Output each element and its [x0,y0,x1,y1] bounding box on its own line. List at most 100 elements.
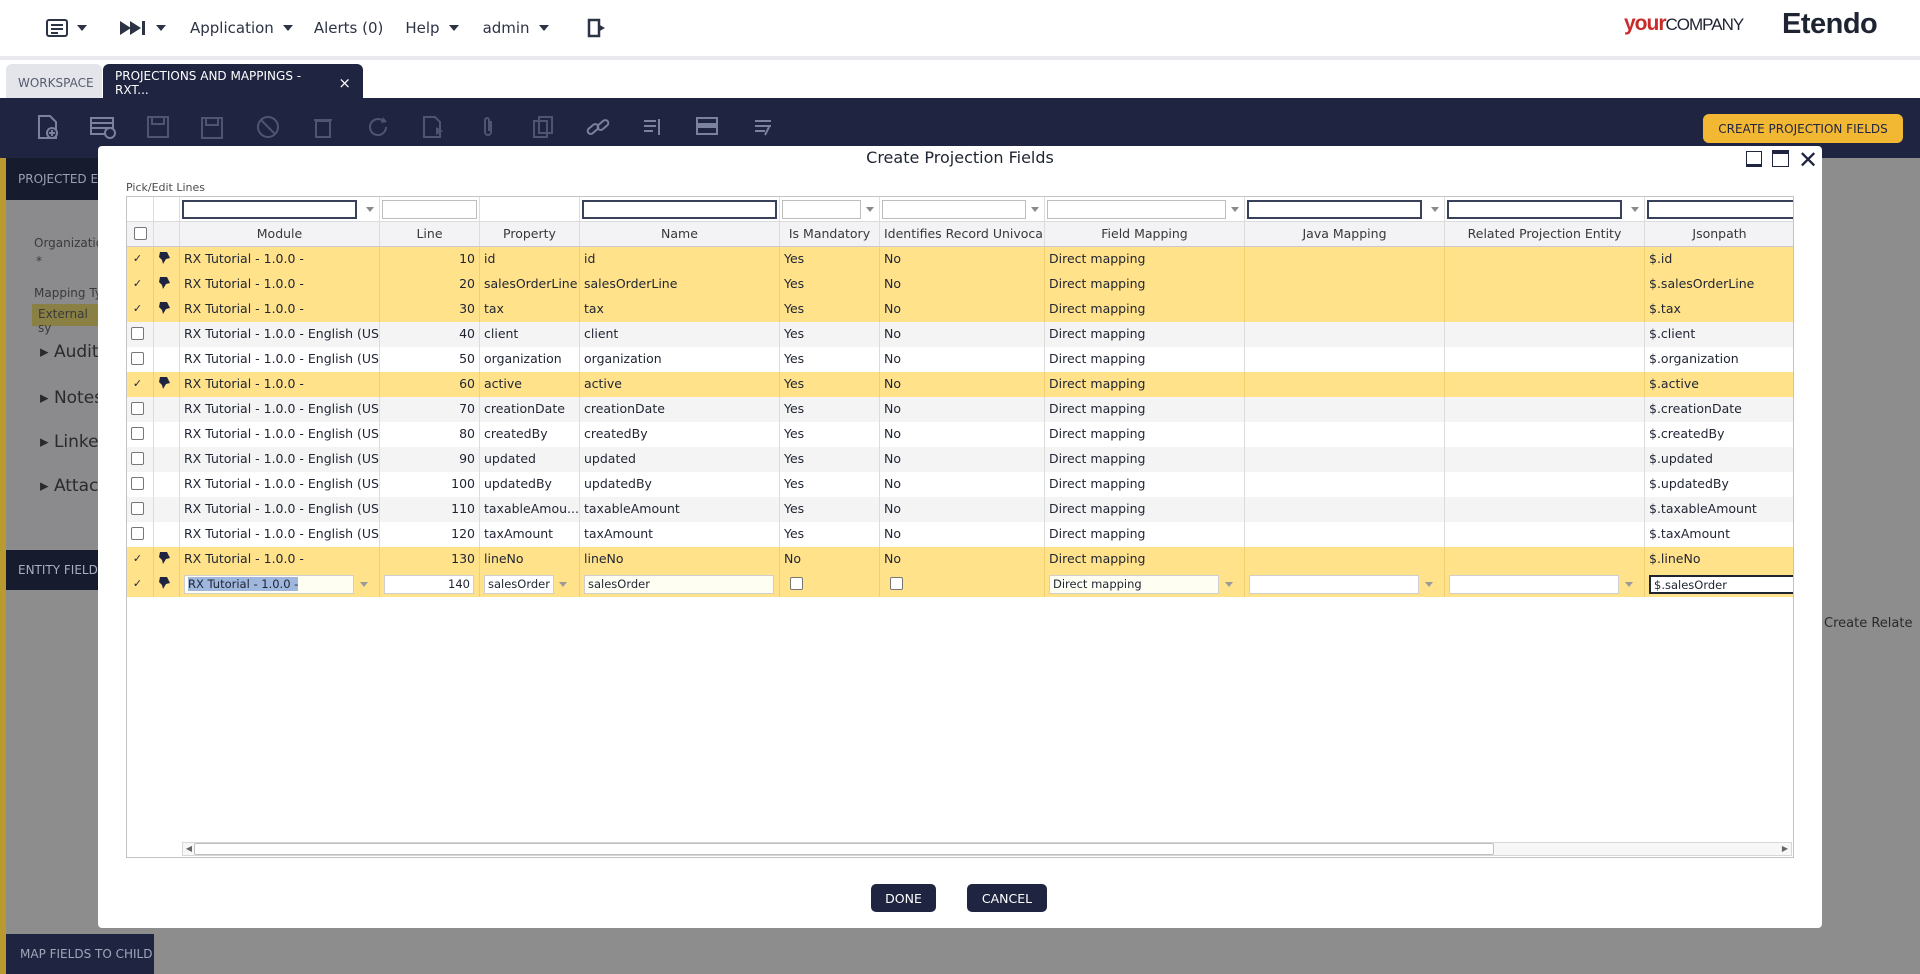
edit-java-mapping-combo[interactable] [1249,575,1419,594]
property-filter[interactable] [480,197,580,222]
table-row[interactable]: RX Tutorial - 1.0.0 - English (US... 120 t… [127,522,1793,547]
module-filter[interactable] [180,197,380,222]
edit-module-combo[interactable]: RX Tutorial - 1.0.0 - [184,575,354,594]
table-row[interactable]: ✓ RX Tutorial - 1.0.0 -30 tax tax Yes No Direc… [127,297,1793,322]
tab-projections-and-mappings[interactable]: PROJECTIONS AND MAPPINGS - RXT... × [103,64,363,102]
is-mandatory-filter[interactable] [780,197,880,222]
tab-workspace[interactable]: WORKSPACE [6,64,102,102]
row-checkbox[interactable] [127,472,154,497]
row-checkbox[interactable]: ✓ [127,547,154,572]
table-row[interactable]: ✓ RX Tutorial - 1.0.0 -130 lineNo lineNo No N… [127,547,1793,572]
horizontal-scrollbar[interactable]: ◀ ▶ [182,842,1792,856]
copy-record-icon[interactable] [528,112,558,142]
close-tab-icon[interactable]: × [338,74,351,92]
new-row-icon[interactable] [88,112,118,142]
attachment-icon[interactable] [473,112,503,142]
pin-icon [159,552,170,564]
undo-icon[interactable] [253,112,283,142]
scroll-right-icon[interactable]: ▶ [1781,844,1789,853]
new-document-icon[interactable] [33,112,63,142]
identifies-record-cell: No [880,497,1045,522]
line-filter[interactable] [380,197,480,222]
audit-trail-icon[interactable] [638,112,668,142]
table-row[interactable]: RX Tutorial - 1.0.0 - English (US... 50 or… [127,347,1793,372]
refresh-icon[interactable] [363,112,393,142]
column-header-identifies-record[interactable]: Identifies Record Univocally [880,222,1045,247]
row-pin [154,522,180,547]
table-row[interactable]: ✓ RX Tutorial - 1.0.0 -10 id id Yes No Direct … [127,247,1793,272]
row-checkbox[interactable] [127,447,154,472]
process-icon[interactable] [748,112,778,142]
logout-button[interactable] [587,18,607,38]
quick-launch-button[interactable] [119,19,166,37]
table-row[interactable]: ✓ RX Tutorial - 1.0.0 -20 salesOrderLine sa… [127,272,1793,297]
column-header-related-projection-entity[interactable]: Related Projection Entity [1445,222,1645,247]
row-checkbox[interactable]: ✓ [127,247,154,272]
row-checkbox[interactable] [127,322,154,347]
link-icon[interactable] [583,112,613,142]
table-row[interactable]: RX Tutorial - 1.0.0 - English (US... 40 cl… [127,322,1793,347]
row-checkbox[interactable]: ✓ [127,297,154,322]
identifies-record-checkbox[interactable] [890,577,903,590]
delete-icon[interactable] [308,112,338,142]
is-mandatory-checkbox[interactable] [790,577,803,590]
workspace-menu-button[interactable] [46,19,87,37]
row-checkbox[interactable] [127,497,154,522]
row-checkbox[interactable]: ✓ [127,572,154,597]
name-filter[interactable] [580,197,780,222]
edit-jsonpath-input[interactable]: $.salesOrder [1649,575,1793,594]
export-icon[interactable] [418,112,448,142]
done-button[interactable]: DONE [871,884,936,912]
table-row[interactable]: RX Tutorial - 1.0.0 - English (US... 110 t… [127,497,1793,522]
grid-view-icon[interactable] [693,112,723,142]
maximize-icon[interactable] [1772,150,1789,167]
save-icon[interactable] [143,112,173,142]
java-mapping-cell [1245,422,1445,447]
field-mapping-cell: Direct mapping [1045,347,1245,372]
column-header-module[interactable]: Module [180,222,380,247]
identifies-record-filter[interactable] [880,197,1045,222]
table-row[interactable]: RX Tutorial - 1.0.0 - English (US... 80 cr… [127,422,1793,447]
edit-field-mapping-combo[interactable]: Direct mapping [1049,575,1219,594]
table-row[interactable]: RX Tutorial - 1.0.0 - English (US... 70 cr… [127,397,1793,422]
alerts-link[interactable]: Alerts (0) [314,19,384,37]
row-pin [154,247,180,272]
help-menu[interactable]: Help [405,19,459,37]
row-checkbox[interactable] [127,347,154,372]
cancel-button[interactable]: CANCEL [967,884,1047,912]
select-all-checkbox[interactable] [127,222,154,247]
user-menu[interactable]: admin [483,19,549,37]
table-row[interactable]: RX Tutorial - 1.0.0 - English (US... 100 u… [127,472,1793,497]
scroll-left-icon[interactable]: ◀ [185,844,193,853]
edit-property-combo[interactable]: salesOrder [484,575,554,594]
row-checkbox[interactable] [127,397,154,422]
minimize-icon[interactable] [1746,151,1762,167]
column-header-property[interactable]: Property [480,222,580,247]
edit-name-input[interactable]: salesOrder [584,575,774,594]
row-checkbox[interactable]: ✓ [127,372,154,397]
column-header-jsonpath[interactable]: Jsonpath [1645,222,1793,247]
java-mapping-filter[interactable] [1245,197,1445,222]
jsonpath-filter[interactable] [1645,197,1793,222]
save-and-close-icon[interactable] [198,112,228,142]
row-checkbox[interactable]: ✓ [127,272,154,297]
column-header-field-mapping[interactable]: Field Mapping [1045,222,1245,247]
field-mapping-filter[interactable] [1045,197,1245,222]
application-menu[interactable]: Application [190,19,293,37]
close-dialog-icon[interactable]: ✕ [1798,146,1819,174]
chevron-down-icon [1231,207,1239,212]
row-pin [154,322,180,347]
edit-line-input[interactable]: 140 [384,575,474,594]
table-row[interactable]: ✓ RX Tutorial - 1.0.0 -60 active active Yes N… [127,372,1793,397]
table-row[interactable]: RX Tutorial - 1.0.0 - English (US... 90 up… [127,447,1793,472]
edit-related-entity-combo[interactable] [1449,575,1619,594]
row-checkbox[interactable] [127,522,154,547]
row-checkbox[interactable] [127,422,154,447]
column-header-line[interactable]: Line [380,222,480,247]
column-header-is-mandatory[interactable]: Is Mandatory [780,222,880,247]
column-header-java-mapping[interactable]: Java Mapping [1245,222,1445,247]
create-projection-fields-button[interactable]: CREATE PROJECTION FIELDS [1703,114,1903,143]
related-projection-entity-filter[interactable] [1445,197,1645,222]
scrollbar-thumb[interactable] [194,843,1494,855]
column-header-name[interactable]: Name [580,222,780,247]
